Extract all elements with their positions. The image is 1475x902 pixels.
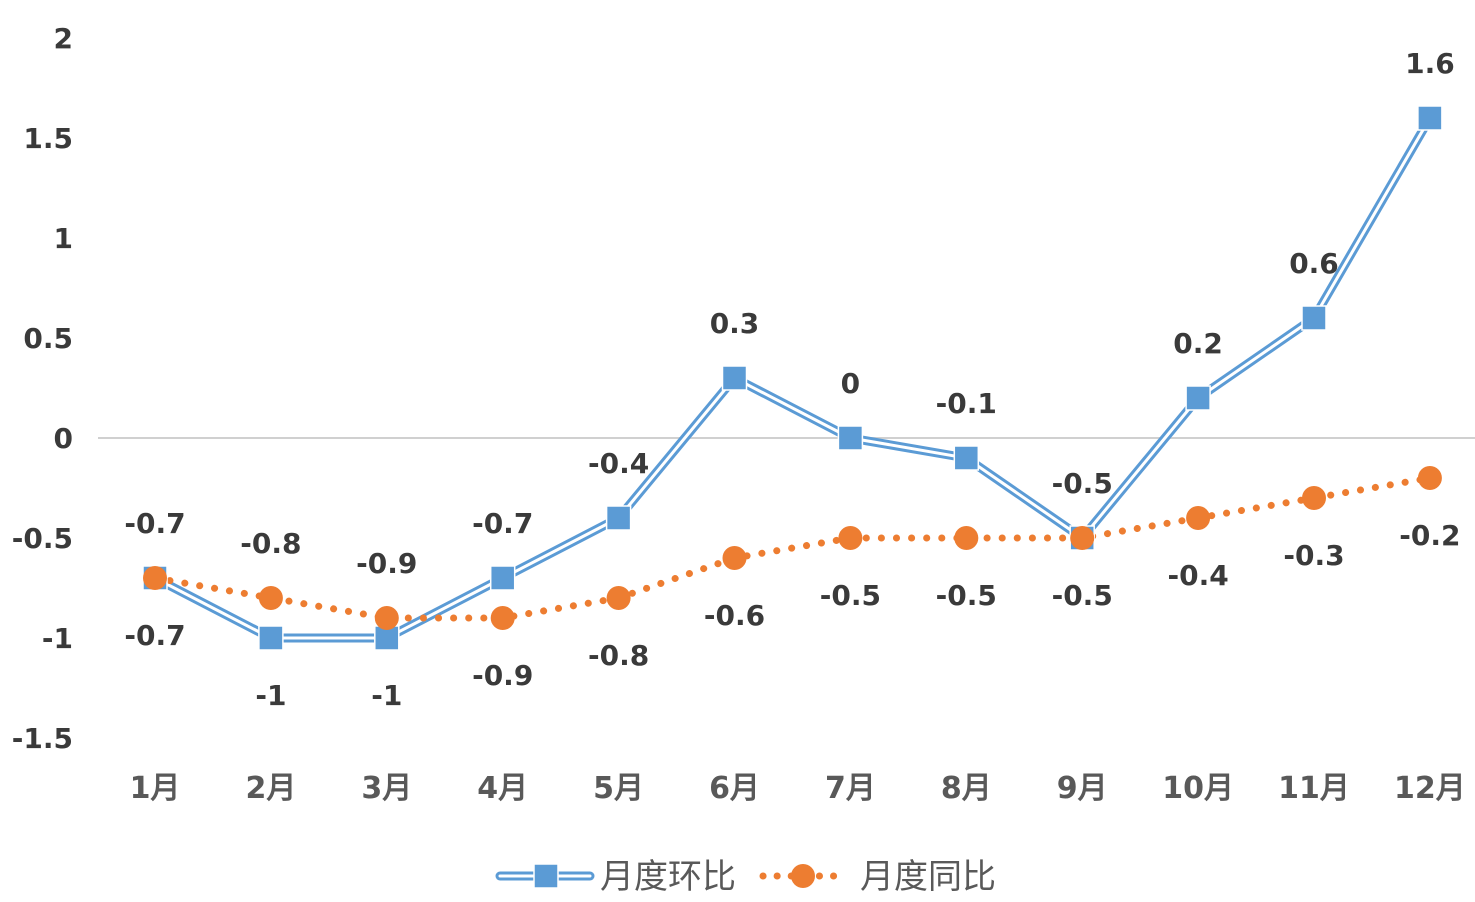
series-1-data-label: -0.4 xyxy=(1167,559,1228,592)
x-tick-label: 11月 xyxy=(1278,771,1350,806)
series-1-marker[interactable] xyxy=(490,606,515,630)
legend-item-series-0[interactable]: 月度环比 xyxy=(495,857,736,897)
series-0-marker[interactable] xyxy=(258,625,284,651)
series-1-marker[interactable] xyxy=(954,526,979,550)
series-1-data-label: -0.2 xyxy=(1399,519,1460,552)
series-1-data-label: -0.6 xyxy=(704,599,765,632)
series-1-marker[interactable] xyxy=(722,546,747,570)
series-0-data-label: 1.6 xyxy=(1405,47,1455,80)
series-1-data-label: -0.5 xyxy=(1052,579,1113,612)
series-0-data-label: -1 xyxy=(371,679,402,712)
x-tick-label: 10月 xyxy=(1162,771,1234,806)
y-tick-label: 0 xyxy=(54,422,73,455)
series-1-marker[interactable] xyxy=(1417,466,1442,490)
series-1-marker[interactable] xyxy=(606,586,631,610)
series-1-data-label: -0.5 xyxy=(936,579,997,612)
legend-swatch-circle-marker xyxy=(791,864,815,888)
legend-swatch-square-marker xyxy=(533,863,559,889)
series-1-marker[interactable] xyxy=(1070,526,1095,550)
y-tick-label: 1.5 xyxy=(23,122,73,155)
series-line-mom-outer xyxy=(152,115,1434,643)
x-tick-label: 7月 xyxy=(825,771,876,806)
legend: 月度环比 月度同比 xyxy=(495,857,996,897)
series-1-marker[interactable] xyxy=(1302,486,1326,510)
series-0-data-label: -0.4 xyxy=(588,447,649,480)
y-tick-label: -0.5 xyxy=(12,522,73,555)
series-1-data-label: -0.3 xyxy=(1283,539,1344,572)
series-0-marker[interactable] xyxy=(489,565,516,591)
series-0-data-label: 0.2 xyxy=(1173,327,1223,360)
x-tick-label: 3月 xyxy=(361,771,412,806)
series-0-data-label: -0.7 xyxy=(472,507,533,540)
y-axis-ticks: 2 1.5 1 0.5 0 -0.5 -1 -1.5 xyxy=(12,22,73,755)
x-tick-label: 6月 xyxy=(709,771,760,806)
series-0-data-label: -1 xyxy=(255,679,286,712)
series-1-marker[interactable] xyxy=(258,586,283,610)
series-1-data-label: -0.8 xyxy=(588,639,649,672)
x-tick-label: 1月 xyxy=(130,771,181,806)
series-0-marker[interactable] xyxy=(721,365,748,391)
series-0-marker[interactable] xyxy=(837,425,864,451)
x-tick-label: 9月 xyxy=(1057,771,1108,806)
series-1-data-label: -0.5 xyxy=(820,579,881,612)
series-0-marker[interactable] xyxy=(1185,385,1211,411)
y-tick-label: 2 xyxy=(54,22,73,55)
series-0-marker[interactable] xyxy=(605,505,632,531)
legend-item-series-1[interactable]: 月度同比 xyxy=(759,857,996,897)
y-tick-label: 0.5 xyxy=(23,322,73,355)
series-1-data-label: -0.9 xyxy=(356,547,417,580)
series-1-data-label: -0.8 xyxy=(240,527,301,560)
series-1-marker[interactable] xyxy=(1186,506,1211,530)
x-tick-label: 12月 xyxy=(1394,771,1466,806)
legend-label-series-0: 月度环比 xyxy=(600,857,736,897)
series-0-marker[interactable] xyxy=(953,445,980,471)
series-0-data-label: 0.6 xyxy=(1289,247,1339,280)
series-1-marker[interactable] xyxy=(374,606,399,630)
series-0-data-label: 0 xyxy=(841,367,860,400)
series-1-marker[interactable] xyxy=(143,566,167,590)
series-0-data-label: 0.3 xyxy=(710,307,760,340)
x-tick-label: 8月 xyxy=(941,771,992,806)
series-0-data-label: -0.7 xyxy=(124,507,185,540)
series-0-data-label: -0.1 xyxy=(936,387,997,420)
series-0-marker[interactable] xyxy=(1417,105,1443,131)
series-1-marker[interactable] xyxy=(838,526,863,550)
x-tick-label: 4月 xyxy=(477,771,528,806)
data-labels: -0.7 -1 -1 -0.7 -0.4 0.3 0 -0.1 -0.5 0.2 0.6 1.6 -0.… xyxy=(124,47,1460,712)
x-axis-ticks: 1月 2月 3月 4月 5月 6月 7月 8月 9月 10月 11月 12月 xyxy=(130,771,1466,806)
series-line-mom-inner xyxy=(154,117,1432,640)
series-1-data-label: -0.7 xyxy=(124,619,185,652)
series-0-marker[interactable] xyxy=(1301,305,1327,331)
y-tick-label: -1.5 xyxy=(12,722,73,755)
y-tick-label: 1 xyxy=(54,222,73,255)
y-tick-label: -1 xyxy=(42,622,73,655)
x-tick-label: 5月 xyxy=(593,771,644,806)
series-layer xyxy=(142,105,1443,651)
series-0-data-label: -0.5 xyxy=(1052,467,1113,500)
x-tick-label: 2月 xyxy=(245,771,296,806)
series-1-data-label: -0.9 xyxy=(472,659,533,692)
legend-label-series-1: 月度同比 xyxy=(860,857,996,897)
series-line-yoy xyxy=(151,474,1434,622)
